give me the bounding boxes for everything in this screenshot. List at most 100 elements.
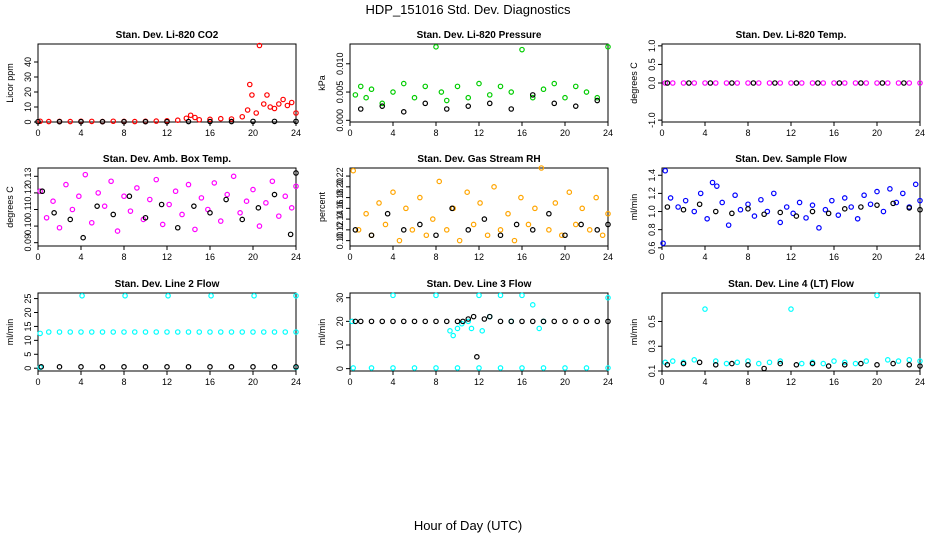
x-tick-label: 0 bbox=[347, 377, 352, 387]
plot-frame bbox=[37, 292, 297, 372]
data-point-secondary bbox=[906, 205, 913, 211]
data-point bbox=[734, 80, 741, 86]
data-point bbox=[662, 80, 669, 86]
data-point bbox=[355, 227, 362, 233]
x-tick-label: 4 bbox=[702, 377, 707, 387]
chart-title: Stan. Dev. Li-820 CO2 bbox=[116, 30, 219, 41]
data-point bbox=[185, 181, 192, 188]
data-point-secondary bbox=[35, 118, 41, 125]
data-point bbox=[443, 227, 450, 233]
data-point-secondary bbox=[250, 118, 256, 125]
data-point bbox=[217, 329, 224, 335]
y-tick-label: 25 bbox=[23, 294, 33, 304]
data-point bbox=[599, 232, 606, 239]
data-point bbox=[134, 185, 140, 191]
y-tick-label: 0.005 bbox=[335, 81, 345, 104]
data-point bbox=[275, 213, 282, 219]
data-point-secondary bbox=[680, 360, 687, 367]
chart-title: Stan. Dev. Sample Flow bbox=[735, 154, 847, 165]
data-point bbox=[433, 44, 439, 50]
data-point-secondary bbox=[605, 318, 611, 325]
y-tick-label: 0.12 bbox=[23, 184, 33, 202]
data-point-secondary bbox=[513, 221, 520, 228]
data-point bbox=[67, 329, 74, 335]
data-point bbox=[697, 190, 704, 197]
data-point bbox=[159, 221, 166, 228]
data-point-secondary bbox=[664, 80, 671, 86]
data-point-secondary bbox=[497, 232, 504, 239]
data-point bbox=[282, 193, 289, 200]
data-point-secondary bbox=[94, 203, 100, 209]
data-point bbox=[400, 80, 407, 87]
data-point bbox=[45, 329, 52, 335]
data-point bbox=[777, 80, 784, 86]
data-point bbox=[518, 194, 524, 201]
chart-title: Stan. Dev. Li-820 Temp. bbox=[736, 30, 847, 41]
data-point-secondary bbox=[809, 208, 816, 215]
data-point bbox=[88, 219, 95, 226]
data-point bbox=[719, 199, 726, 206]
data-point bbox=[110, 329, 117, 335]
data-point-secondary bbox=[51, 210, 57, 216]
y-tick-label: 0.000 bbox=[335, 109, 345, 132]
data-point bbox=[562, 365, 568, 371]
data-point bbox=[820, 80, 827, 86]
data-point bbox=[751, 213, 758, 219]
data-point bbox=[519, 46, 525, 53]
x-tick-label: 8 bbox=[433, 252, 438, 262]
data-point-secondary bbox=[712, 208, 719, 215]
data-point bbox=[854, 215, 861, 222]
data-point-secondary bbox=[890, 200, 896, 207]
data-point bbox=[583, 89, 590, 95]
x-tick-label: 16 bbox=[517, 128, 527, 138]
data-point-secondary bbox=[664, 362, 671, 368]
data-point-secondary bbox=[293, 170, 299, 176]
data-point-secondary bbox=[858, 204, 864, 210]
data-point-secondary bbox=[686, 80, 692, 86]
data-point bbox=[723, 360, 730, 367]
data-point bbox=[433, 365, 439, 371]
data-point-secondary bbox=[449, 205, 455, 212]
x-tick-label: 0 bbox=[35, 377, 40, 387]
data-point bbox=[519, 292, 525, 299]
data-point-secondary bbox=[729, 80, 735, 86]
data-point bbox=[185, 329, 192, 335]
data-point bbox=[712, 80, 719, 86]
data-point bbox=[153, 176, 160, 183]
data-point-secondary bbox=[38, 364, 45, 370]
data-point-secondary bbox=[809, 360, 816, 367]
data-point bbox=[127, 208, 134, 214]
data-point bbox=[284, 102, 291, 109]
data-point bbox=[880, 208, 887, 215]
data-point bbox=[390, 89, 396, 95]
x-tick-label: 8 bbox=[745, 128, 750, 138]
data-point bbox=[264, 92, 270, 98]
data-point bbox=[253, 110, 260, 116]
y-tick-label: 20 bbox=[335, 316, 345, 326]
data-point bbox=[456, 237, 463, 244]
data-point bbox=[893, 199, 900, 206]
data-point bbox=[841, 359, 848, 366]
data-point bbox=[207, 329, 213, 335]
data-point-secondary bbox=[126, 193, 133, 200]
data-point bbox=[491, 184, 497, 190]
data-point bbox=[766, 359, 773, 366]
data-point bbox=[56, 224, 63, 231]
data-point bbox=[605, 365, 611, 371]
data-point bbox=[558, 232, 565, 239]
x-tick-label: 12 bbox=[786, 377, 796, 387]
data-point bbox=[660, 240, 666, 247]
data-point bbox=[758, 196, 764, 203]
data-point bbox=[350, 365, 357, 371]
data-point-secondary bbox=[271, 364, 278, 370]
y-tick-label: 0.20 bbox=[335, 178, 345, 196]
data-point bbox=[593, 194, 599, 201]
y-tick-label: 0 bbox=[23, 119, 33, 124]
data-point bbox=[246, 81, 253, 88]
data-point bbox=[417, 194, 423, 201]
data-point bbox=[874, 80, 880, 86]
data-point-secondary bbox=[411, 318, 418, 325]
data-point-secondary bbox=[529, 227, 536, 233]
y-tick-label: 1.0 bbox=[647, 205, 657, 218]
y-axis-label: degrees C bbox=[5, 186, 15, 228]
